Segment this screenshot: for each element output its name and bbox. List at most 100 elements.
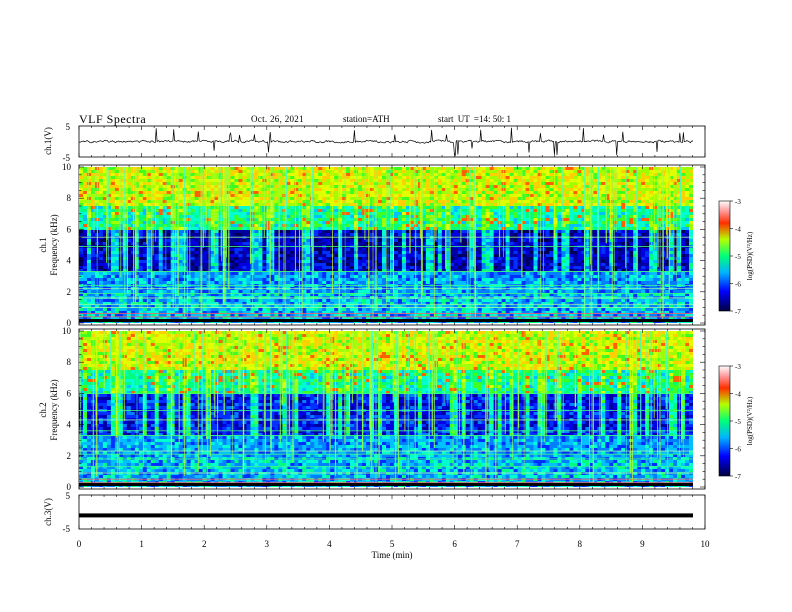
- spectrogram-cell: [230, 263, 235, 267]
- spectrogram-cell: [82, 275, 88, 279]
- spectrogram-cell: [298, 263, 303, 267]
- spectrogram-cell: [306, 299, 311, 303]
- spectrogram-cell: [194, 305, 199, 309]
- spectrogram-cell: [186, 188, 191, 192]
- spectrogram-cell: [409, 209, 415, 213]
- spectrogram-cell: [242, 293, 247, 297]
- spectrogram-cell: [174, 269, 179, 273]
- spectrogram-cell: [102, 299, 108, 303]
- spectrogram-cell: [158, 221, 164, 225]
- spectrogram-cell: [186, 185, 191, 189]
- spectrogram-cell: [246, 176, 251, 180]
- spectrogram-cell: [302, 176, 307, 180]
- spectrogram-cell: [166, 230, 171, 234]
- spectrogram-cell: [194, 257, 199, 261]
- spectrogram-cell: [421, 203, 427, 207]
- spectrogram-cell: [421, 212, 427, 216]
- spectrogram-cell: [286, 194, 291, 198]
- spectrogram-cell: [389, 308, 395, 312]
- spectrogram-cell: [158, 182, 164, 186]
- spectrogram-cell: [401, 275, 407, 279]
- spectrogram-cell: [350, 242, 355, 246]
- spectrogram-cell: [354, 275, 359, 279]
- spectrogram-cell: [278, 200, 283, 204]
- spectrogram-cell: [322, 170, 327, 174]
- spectrogram-cell: [322, 230, 327, 234]
- spectrogram-cell: [310, 308, 315, 312]
- spectrogram-cell: [278, 311, 283, 315]
- spectrogram-cell: [326, 206, 331, 210]
- spectrogram-cell: [79, 239, 84, 243]
- spectrogram-cell: [370, 179, 375, 183]
- spectrogram-cell: [366, 167, 371, 171]
- spectrogram-cell: [110, 197, 116, 201]
- spectrogram-cell: [294, 248, 299, 252]
- spectrogram-cell: [106, 209, 112, 213]
- spectrogram-cell: [389, 299, 395, 303]
- spectrogram-cell: [238, 188, 243, 192]
- spectrogram-cell: [314, 221, 319, 225]
- spectrogram-cell: [214, 305, 219, 309]
- spectrogram-cell: [90, 188, 96, 192]
- spectrogram-cell: [433, 302, 439, 306]
- spectrogram-cell: [134, 299, 140, 303]
- spectrogram-cell: [202, 230, 207, 234]
- spectrogram-cell: [86, 299, 92, 303]
- spectrogram-cell: [362, 200, 367, 204]
- spectrogram-cell: [166, 254, 171, 258]
- spectrogram-cell: [445, 227, 451, 231]
- spectrogram-cell: [230, 248, 235, 252]
- spectrogram-cell: [146, 305, 152, 309]
- spectrogram-cell: [382, 269, 387, 273]
- spectrogram-cell: [234, 314, 239, 318]
- spectrogram-cell: [294, 269, 299, 273]
- spectrogram-cell: [146, 248, 152, 252]
- spectrogram-cell: [154, 194, 160, 198]
- spectrogram-cell: [350, 260, 355, 264]
- spectrogram-cell: [234, 239, 239, 243]
- spectrogram-cell: [441, 209, 447, 213]
- spectrogram-cell: [298, 224, 303, 228]
- spectrogram-cell: [445, 269, 451, 273]
- spectrogram-cell: [445, 176, 451, 180]
- spectrogram-cell: [162, 191, 168, 195]
- spectrogram-cell: [134, 311, 140, 315]
- spectrogram-cell: [98, 293, 104, 297]
- spectrogram-cell: [294, 314, 299, 318]
- spectrogram-cell: [397, 302, 403, 306]
- spectrogram-cell: [258, 293, 263, 297]
- spectrogram-cell: [314, 227, 319, 231]
- spectrogram-cell: [79, 305, 84, 309]
- spectrogram-cell: [378, 308, 383, 312]
- spectrogram-cell: [433, 278, 439, 282]
- spectrogram-cell: [174, 167, 179, 171]
- spectrogram-cell: [429, 299, 435, 303]
- spectrogram-cell: [234, 206, 239, 210]
- spectrogram-cell: [326, 317, 331, 321]
- spectrogram-cell: [401, 266, 407, 270]
- spectrogram-cell: [445, 167, 451, 171]
- spectrogram-cell: [162, 293, 168, 297]
- spectrogram-cell: [126, 275, 132, 279]
- spectrogram-cell: [258, 272, 263, 276]
- spectrogram-cell: [401, 191, 407, 195]
- spectrogram-cell: [194, 281, 199, 285]
- spectrogram-cell: [425, 221, 431, 225]
- spectrogram-cell: [110, 305, 116, 309]
- spectrogram-cell: [142, 203, 148, 207]
- spectrogram-cell: [425, 308, 431, 312]
- spectrogram-cell: [166, 239, 171, 243]
- spectrogram-cell: [98, 230, 104, 234]
- spectrogram-cell: [425, 314, 431, 318]
- spectrogram-cell: [298, 272, 303, 276]
- spectrogram-cell: [350, 299, 355, 303]
- spectrogram-cell: [146, 314, 152, 318]
- spectrogram-cell: [110, 266, 116, 270]
- spectrogram-cell: [258, 269, 263, 273]
- spectrogram-cell: [449, 209, 455, 213]
- spectrogram-cell: [409, 302, 415, 306]
- spectrogram-cell: [130, 230, 136, 234]
- spectrogram-cell: [306, 215, 311, 219]
- spectrogram-cell: [437, 248, 443, 252]
- spectrogram-cell: [110, 179, 116, 183]
